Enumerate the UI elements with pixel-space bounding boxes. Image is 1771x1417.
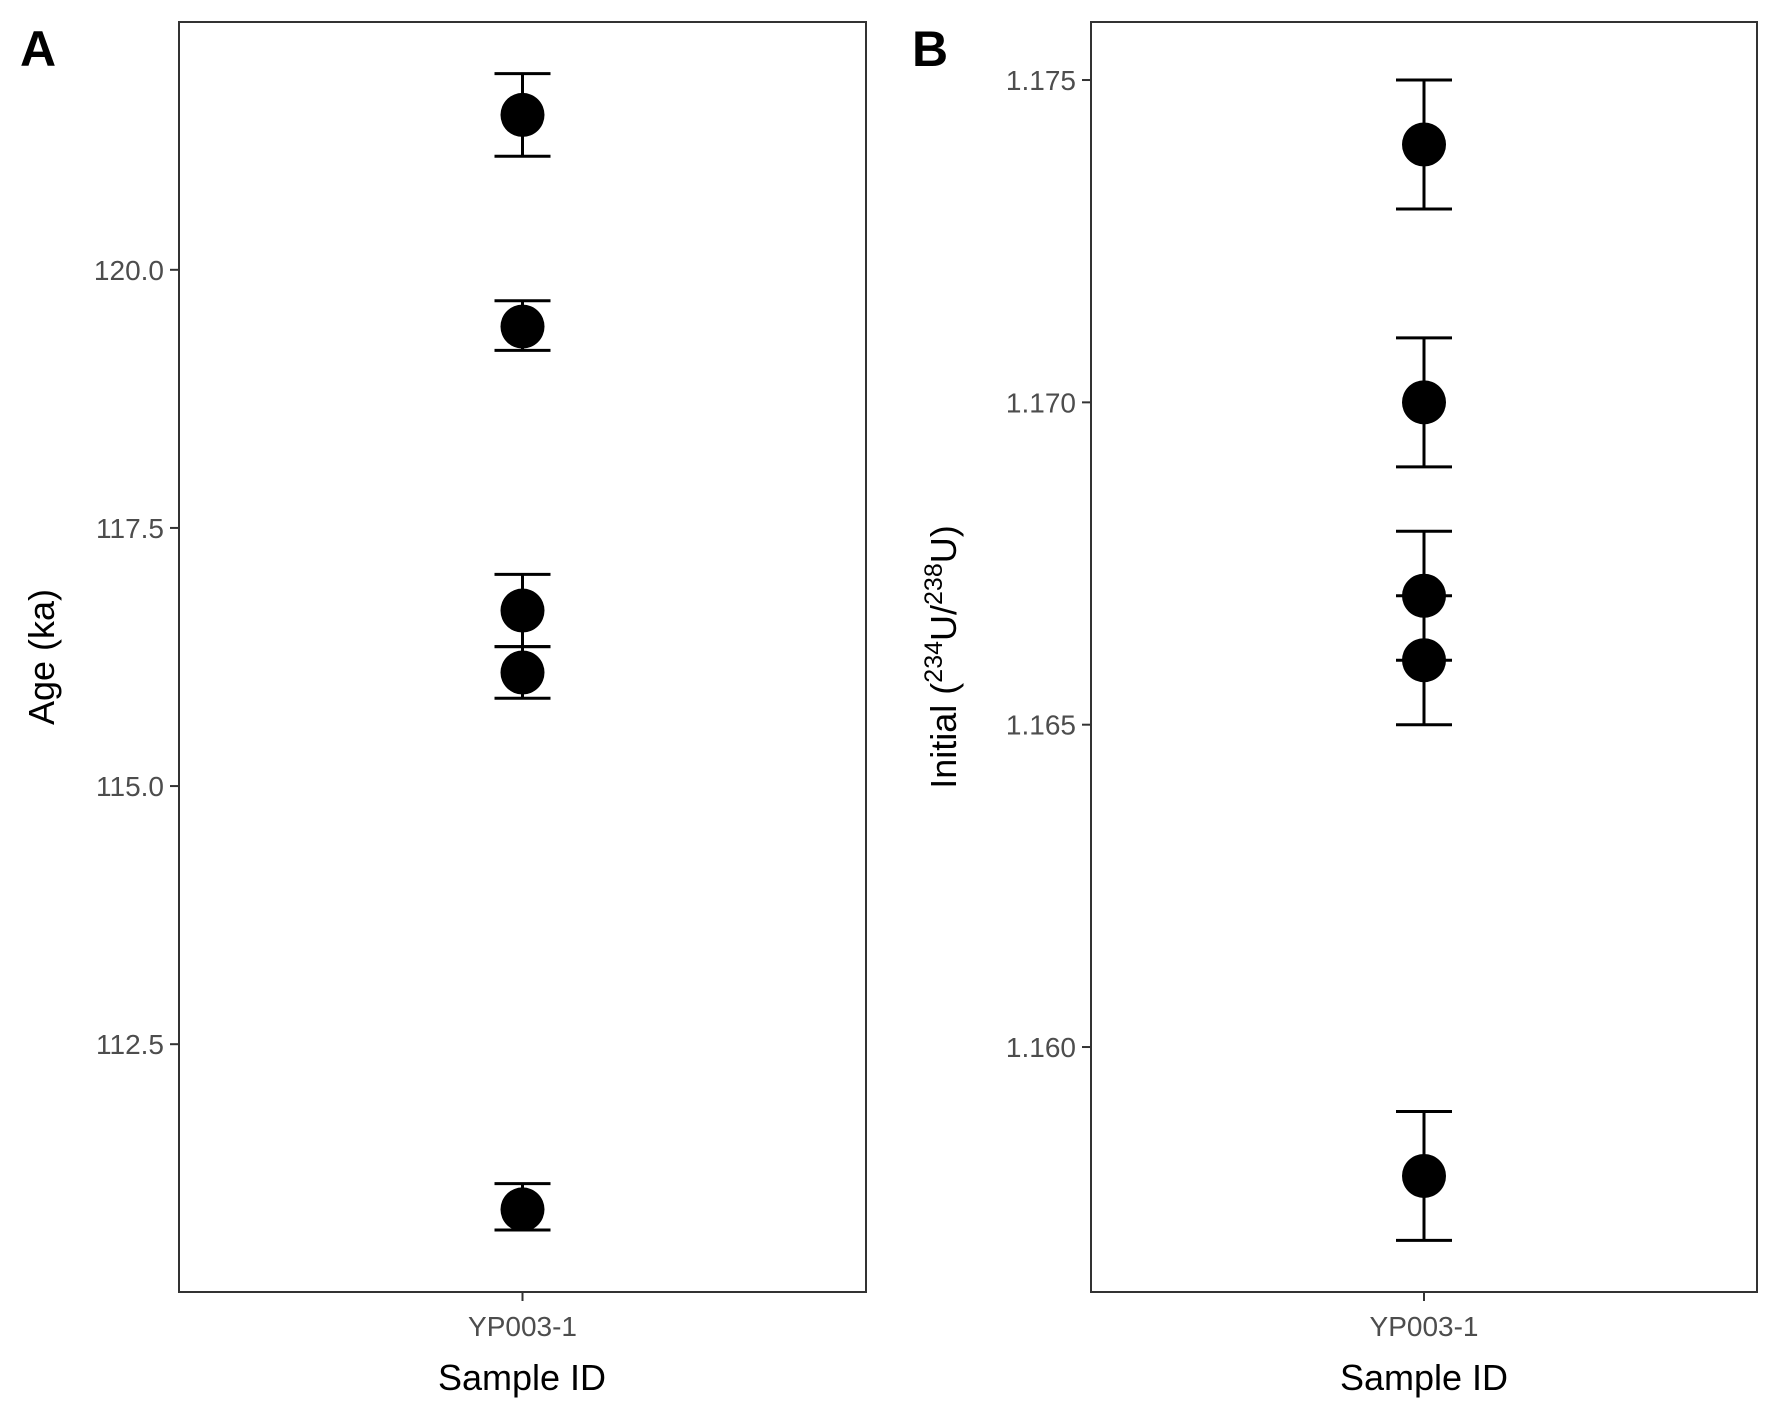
y-tick-label: 115.0 [96, 771, 164, 802]
data-point [500, 304, 545, 349]
data-point [500, 650, 545, 695]
y-axis-title: Age (ka) [21, 589, 62, 725]
data-point [500, 1187, 545, 1232]
y-tick-label: 1.170 [1006, 387, 1076, 418]
x-tick-label: YP003-1 [1370, 1311, 1479, 1342]
data-point [1402, 380, 1446, 425]
y-tick-label: 117.5 [96, 513, 164, 544]
y-tick-label: 1.160 [1006, 1032, 1076, 1063]
y-axis-title: Initial (234U/238U) [920, 525, 964, 788]
data-point [1402, 122, 1446, 167]
data-points [494, 72, 551, 1232]
panel-label-b: B [912, 21, 948, 77]
y-tick-label: 120.0 [94, 255, 164, 286]
panel-b: B 1.160 1.165 1.170 1.175 YP003-1 Sample ID… [912, 21, 1758, 1398]
y-axis: 112.5 115.0 117.5 120.0 [94, 255, 179, 1060]
y-tick-label: 112.5 [96, 1029, 164, 1060]
x-axis: YP003-1 [468, 1292, 577, 1342]
x-axis-title: Sample ID [438, 1357, 606, 1398]
y-axis: 1.160 1.165 1.170 1.175 [1006, 65, 1091, 1063]
data-point [500, 92, 545, 137]
x-axis: YP003-1 [1370, 1292, 1479, 1342]
y-tick-label: 1.165 [1006, 710, 1076, 741]
panel-a: A 112.5 115.0 117.5 120.0 YP003-1 Sample ID… [20, 21, 867, 1398]
data-point [1402, 638, 1446, 683]
panel-label-a: A [20, 21, 56, 77]
y-tick-label: 1.175 [1006, 65, 1076, 96]
data-points [1396, 78, 1452, 1242]
x-tick-label: YP003-1 [468, 1311, 577, 1342]
x-axis-title: Sample ID [1340, 1357, 1508, 1398]
data-point [500, 588, 545, 633]
data-point [1402, 1153, 1446, 1198]
